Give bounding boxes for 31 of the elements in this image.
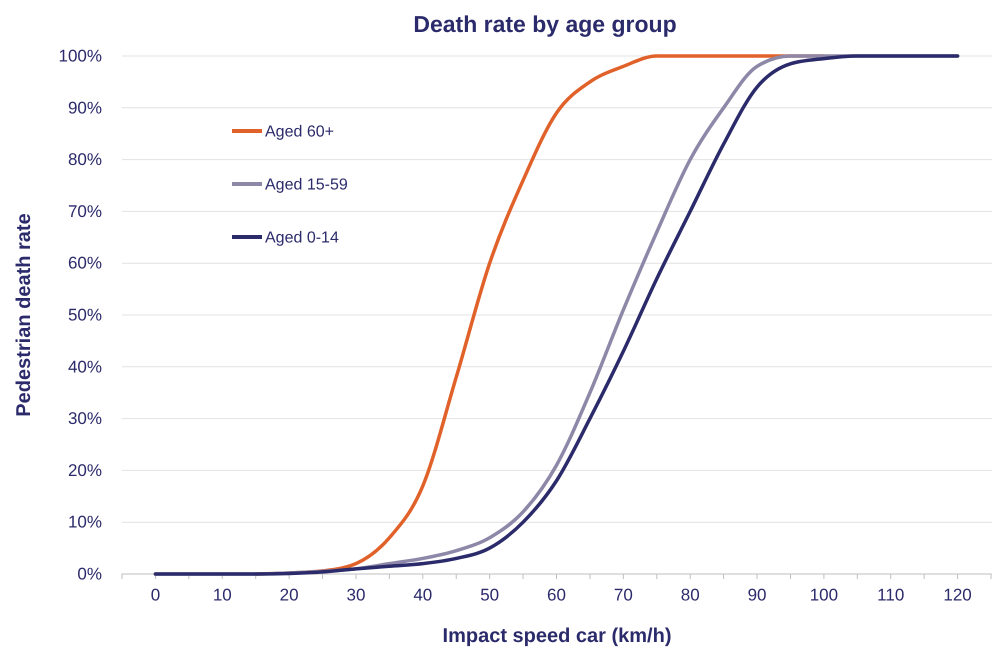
chart-title: Death rate by age group — [413, 11, 677, 37]
legend-label: Aged 60+ — [265, 124, 334, 141]
y-tick-label: 50% — [68, 305, 102, 324]
y-tick-label: 20% — [68, 460, 102, 480]
x-tick-label: 20 — [280, 586, 299, 605]
x-tick-label: 10 — [212, 586, 232, 605]
y-tick-label: 90% — [68, 98, 102, 118]
y-tick-label: 0% — [77, 564, 102, 584]
y-tick-label: 80% — [68, 150, 102, 170]
x-tick-label: 100 — [810, 586, 838, 605]
x-axis-title: Impact speed car (km/h) — [442, 625, 672, 647]
x-tick-label: 110 — [877, 586, 904, 605]
x-tick-label: 50 — [480, 586, 500, 605]
x-tick-label: 40 — [413, 586, 432, 605]
legend-label: Aged 15-59 — [265, 176, 348, 194]
x-tick-label: 80 — [680, 586, 700, 605]
y-tick-label: 10% — [68, 512, 102, 532]
x-tick-label: 60 — [547, 586, 566, 605]
y-tick-label: 40% — [68, 357, 102, 376]
x-tick-label: 90 — [748, 586, 766, 605]
x-tick-label: 120 — [943, 586, 972, 605]
y-tick-label: 70% — [68, 202, 102, 221]
x-tick-label: 70 — [614, 586, 633, 605]
x-tick-label: 30 — [346, 586, 366, 605]
y-tick-label: 60% — [68, 254, 102, 273]
legend-label: Aged 0-14 — [265, 230, 339, 247]
y-axis-title: Pedestrian death rate — [13, 213, 35, 417]
y-tick-label: 100% — [58, 46, 102, 66]
x-tick-label: 0 — [150, 586, 160, 605]
y-tick-label: 30% — [68, 409, 102, 428]
line-series — [154, 54, 960, 576]
